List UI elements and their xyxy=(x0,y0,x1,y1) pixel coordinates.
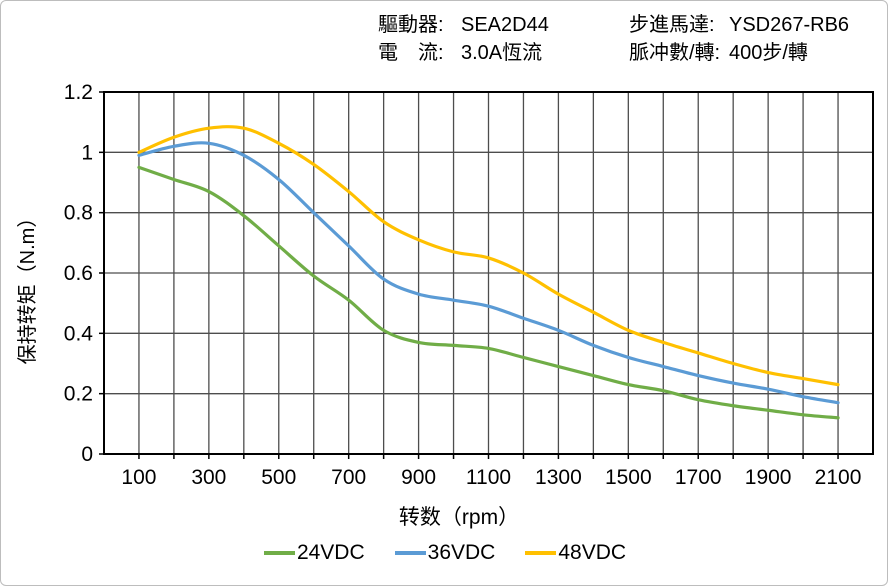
x-tick-label: 300 xyxy=(191,466,226,489)
x-tick-label: 1300 xyxy=(535,466,582,489)
driver-value: SEA2D44 xyxy=(461,14,549,36)
header-column-left: 驅動器: SEA2D44 電 流: 3.0A恆流 xyxy=(378,11,549,67)
series-line-48VDC xyxy=(137,125,840,387)
pulses-row: 脈冲數/轉: 400步/轉 xyxy=(629,39,849,67)
y-tick-label: 0 xyxy=(81,443,93,466)
legend-marker-36VDC xyxy=(394,551,426,555)
x-tick-label: 1900 xyxy=(745,466,792,489)
y-axis-title: 保持转矩（N.m） xyxy=(17,207,39,365)
current-value: 3.0A恆流 xyxy=(461,42,543,64)
legend-item-36VDC: 36VDC xyxy=(394,541,496,565)
y-tick-label: 0.4 xyxy=(64,322,94,345)
x-tick-label: 2100 xyxy=(815,466,862,489)
y-tick-label: 1.2 xyxy=(64,81,93,104)
x-axis-title: 转数（rpm） xyxy=(398,506,520,529)
x-tick-label: 700 xyxy=(331,466,366,489)
legend-marker-24VDC xyxy=(263,551,295,555)
x-tick-label: 1500 xyxy=(605,466,652,489)
y-tick-label: 0.2 xyxy=(64,383,93,406)
pulses-value: 400步/轉 xyxy=(729,42,808,64)
pulses-label: 脈冲數/轉: xyxy=(629,42,721,64)
x-tick-label: 1100 xyxy=(466,466,511,489)
series-line-36VDC xyxy=(137,141,840,405)
driver-label: 驅動器: xyxy=(378,14,444,36)
header-column-right: 步進馬達: YSD267-RB6 脈冲數/轉: 400步/轉 xyxy=(629,11,849,67)
legend-item-48VDC: 48VDC xyxy=(525,541,626,565)
x-tick-label: 1700 xyxy=(675,466,722,489)
x-tick-label: 900 xyxy=(401,466,436,489)
y-tick-label: 0.8 xyxy=(64,202,93,225)
x-tick-label: 100 xyxy=(121,466,156,489)
legend-item-24VDC: 24VDC xyxy=(263,541,365,565)
motor-label: 步進馬達: xyxy=(629,14,715,36)
y-tick-label: 0.6 xyxy=(64,262,93,285)
y-tick-label: 1 xyxy=(81,141,93,164)
motor-row: 步進馬達: YSD267-RB6 xyxy=(629,11,849,39)
legend-marker-48VDC xyxy=(525,551,557,555)
x-tick-label: 500 xyxy=(261,466,296,489)
legend-label: 36VDC xyxy=(427,541,496,564)
legend-label: 24VDC xyxy=(296,541,365,564)
current-row: 電 流: 3.0A恆流 xyxy=(378,39,549,67)
current-label: 電 流: xyxy=(378,42,444,64)
legend-label: 48VDC xyxy=(558,541,627,564)
motor-value: YSD267-RB6 xyxy=(729,14,850,36)
driver-row: 驅動器: SEA2D44 xyxy=(378,11,549,39)
legend: 24VDC 36VDC 48VDC xyxy=(1,541,887,565)
series-line-24VDC xyxy=(137,165,840,420)
